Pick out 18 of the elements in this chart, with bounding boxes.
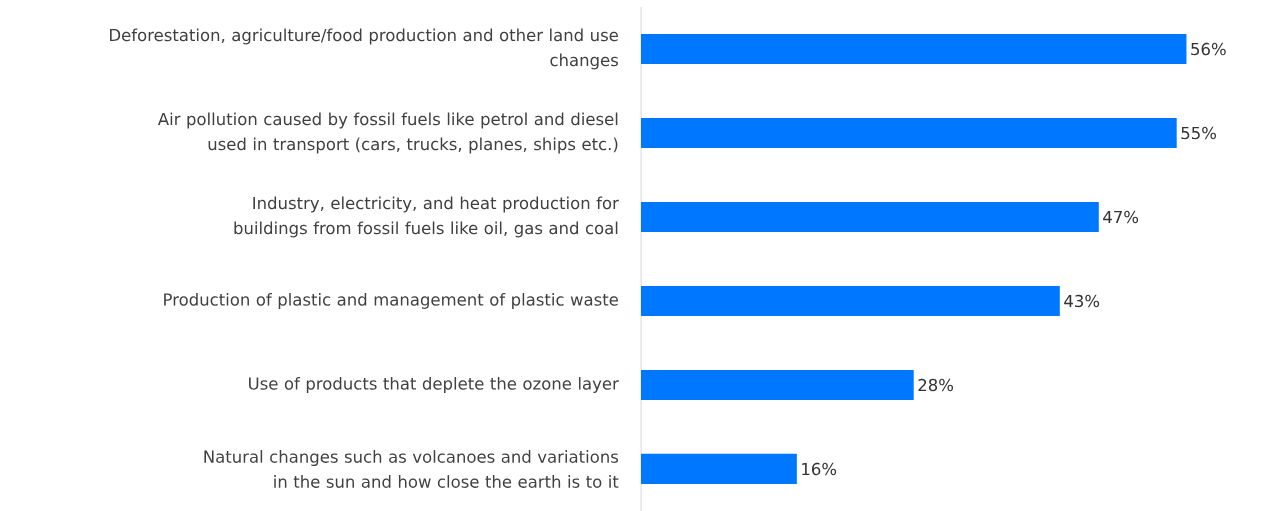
y-tick-label: Industry, electricity, and heat production for buildings from fossil fuels like oil, gas and coal [234,196,619,238]
y-tick-label: Use of products that deplete the ozone layer [249,377,619,393]
data-label: 56% [1191,42,1226,56]
data-label: 28% [918,378,954,392]
data-label: 55% [1181,126,1216,140]
y-tick-label: Air pollution caused by fossil fuels like petrol and diesel used in transport (cars, trucks, planes, ships etc.) [157,112,618,154]
y-tick-label: Natural changes such as volcanoes and variations in the sun and how close the earth is to it [204,450,619,488]
bar [641,117,1177,149]
data-label: 16% [802,462,837,476]
bar [641,369,914,401]
bar [641,285,1060,317]
bar [641,453,797,485]
y-tick-label: Production of plastic and management of plastic waste [164,293,618,309]
data-label: 47% [1103,210,1139,224]
bar [641,33,1187,65]
y-tick-label: Deforestation, agriculture/food production and other land use changes [110,28,618,70]
data-label: 43% [1064,294,1100,308]
bar [641,201,1099,233]
